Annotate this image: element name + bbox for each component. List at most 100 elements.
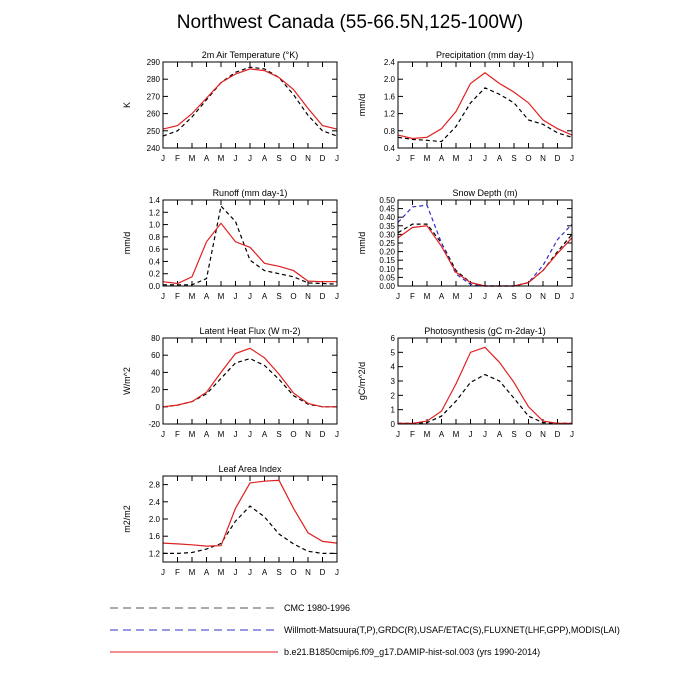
- y-tick-label: 290: [147, 58, 161, 67]
- x-tick-label: F: [410, 292, 415, 301]
- x-tick-label: A: [497, 292, 503, 301]
- y-tick-label: 0.2: [149, 270, 161, 279]
- series-line-2: [398, 346, 572, 424]
- x-tick-label: M: [189, 154, 196, 163]
- x-tick-label: N: [540, 154, 546, 163]
- x-tick-label: S: [276, 292, 281, 301]
- panel-title: Leaf Area Index: [218, 464, 282, 474]
- y-tick-label: 0.0: [149, 282, 161, 291]
- x-tick-label: S: [276, 154, 281, 163]
- y-axis-label: W/m^2: [122, 367, 132, 395]
- y-tick-label: 80: [151, 334, 160, 343]
- y-tick-label: -20: [148, 420, 160, 429]
- legend-item: CMC 1980-1996: [110, 603, 350, 613]
- x-tick-label: M: [189, 292, 196, 301]
- y-tick-label: 1.0: [149, 221, 161, 230]
- chart-panel-6: Photosynthesis (gC m-2day-1) gC/m^2/d 0 1 2 3…: [357, 326, 574, 439]
- x-tick-label: O: [290, 154, 296, 163]
- y-axis-label: gC/m^2/d: [357, 362, 367, 400]
- x-tick-label: J: [570, 292, 574, 301]
- x-tick-label: M: [424, 292, 431, 301]
- y-tick-label: 0.20: [379, 248, 395, 257]
- panel-title: Precipitation (mm day-1): [436, 50, 534, 60]
- y-axis-label: m2/m2: [122, 505, 132, 533]
- y-tick-label: 4: [391, 363, 396, 372]
- y-tick-label: 1.2: [384, 110, 396, 119]
- series-line-2: [162, 347, 337, 408]
- x-tick-label: N: [540, 430, 546, 439]
- x-tick-label: J: [335, 154, 339, 163]
- x-tick-label: S: [511, 430, 516, 439]
- x-tick-label: M: [218, 154, 225, 163]
- x-tick-label: N: [305, 568, 311, 577]
- x-tick-label: F: [410, 430, 415, 439]
- panel-title: Photosynthesis (gC m-2day-1): [424, 326, 546, 336]
- x-tick-label: M: [189, 568, 196, 577]
- series-line-2: [162, 222, 337, 285]
- chart-panel-1: 2m Air Temperature (°K) K 240 250 260 270 280 2…: [122, 50, 339, 163]
- x-tick-label: J: [335, 292, 339, 301]
- x-tick-label: O: [525, 154, 531, 163]
- x-tick-label: A: [262, 430, 268, 439]
- chart-panel-4: Snow Depth (m)mm/d0.000.050.100.150.200.…: [357, 188, 574, 301]
- chart-panels: 2m Air Temperature (°K)K2402502602702802…: [122, 50, 574, 577]
- x-tick-label: J: [161, 568, 165, 577]
- y-tick-label: 0.15: [379, 256, 395, 265]
- y-tick-label: 2.4: [384, 58, 396, 67]
- y-tick-label: 0.25: [379, 239, 395, 248]
- plot-frame: [397, 199, 573, 287]
- y-tick-label: 2.0: [149, 515, 161, 524]
- x-tick-label: J: [469, 154, 473, 163]
- y-tick-label: 0: [391, 420, 396, 429]
- x-tick-label: J: [248, 154, 252, 163]
- x-tick-label: J: [483, 292, 487, 301]
- legend-label: CMC 1980-1996: [284, 603, 350, 613]
- y-tick-label: 1.2: [149, 208, 161, 217]
- y-tick-label: 1: [391, 406, 396, 415]
- x-tick-label: J: [570, 430, 574, 439]
- panel-title: 2m Air Temperature (°K): [202, 50, 298, 60]
- chart-panel-3: Runoff (mm day-1) mm/d 0.0 0.2 0.4 0.6 0.8 1.0 1…: [122, 188, 339, 301]
- x-tick-label: J: [248, 292, 252, 301]
- x-tick-label: M: [424, 430, 431, 439]
- series-line-1: [162, 357, 337, 408]
- y-tick-label: 0.45: [379, 205, 395, 214]
- x-tick-label: A: [497, 154, 503, 163]
- x-tick-label: N: [305, 292, 311, 301]
- y-tick-label: 0.4: [384, 144, 396, 153]
- series-line-2: [162, 479, 338, 547]
- series-line-3: [397, 225, 573, 287]
- x-tick-label: M: [424, 154, 431, 163]
- panel-title: Snow Depth (m): [452, 188, 517, 198]
- x-tick-label: J: [234, 568, 238, 577]
- x-tick-label: F: [175, 154, 180, 163]
- y-tick-label: 0.10: [379, 265, 395, 274]
- figure-title: Northwest Canada (55-66.5N,125-100W): [177, 12, 523, 33]
- x-tick-label: S: [511, 292, 516, 301]
- x-tick-label: F: [175, 568, 180, 577]
- plot-frame: [397, 337, 573, 425]
- series-line-1: [397, 87, 573, 143]
- x-tick-label: J: [469, 292, 473, 301]
- x-tick-label: M: [189, 430, 196, 439]
- chart-panel-5: Latent Heat Flux (W m-2) W/m^2 -20 0 20 40 60 8…: [122, 326, 339, 439]
- x-tick-label: S: [276, 430, 281, 439]
- x-tick-label: A: [262, 568, 268, 577]
- x-tick-label: A: [439, 154, 445, 163]
- x-tick-label: J: [396, 292, 400, 301]
- x-tick-label: J: [161, 430, 165, 439]
- y-tick-label: 1.4: [149, 196, 161, 205]
- y-axis-label: mm/d: [357, 94, 367, 117]
- x-tick-label: A: [262, 292, 268, 301]
- x-tick-label: A: [262, 154, 268, 163]
- x-tick-label: S: [511, 154, 516, 163]
- x-tick-label: O: [525, 292, 531, 301]
- x-tick-label: M: [218, 292, 225, 301]
- y-axis-label: mm/d: [357, 232, 367, 255]
- x-tick-label: F: [175, 430, 180, 439]
- y-tick-label: 20: [151, 386, 160, 395]
- x-tick-label: F: [175, 292, 180, 301]
- x-tick-label: D: [320, 154, 326, 163]
- x-tick-label: J: [234, 154, 238, 163]
